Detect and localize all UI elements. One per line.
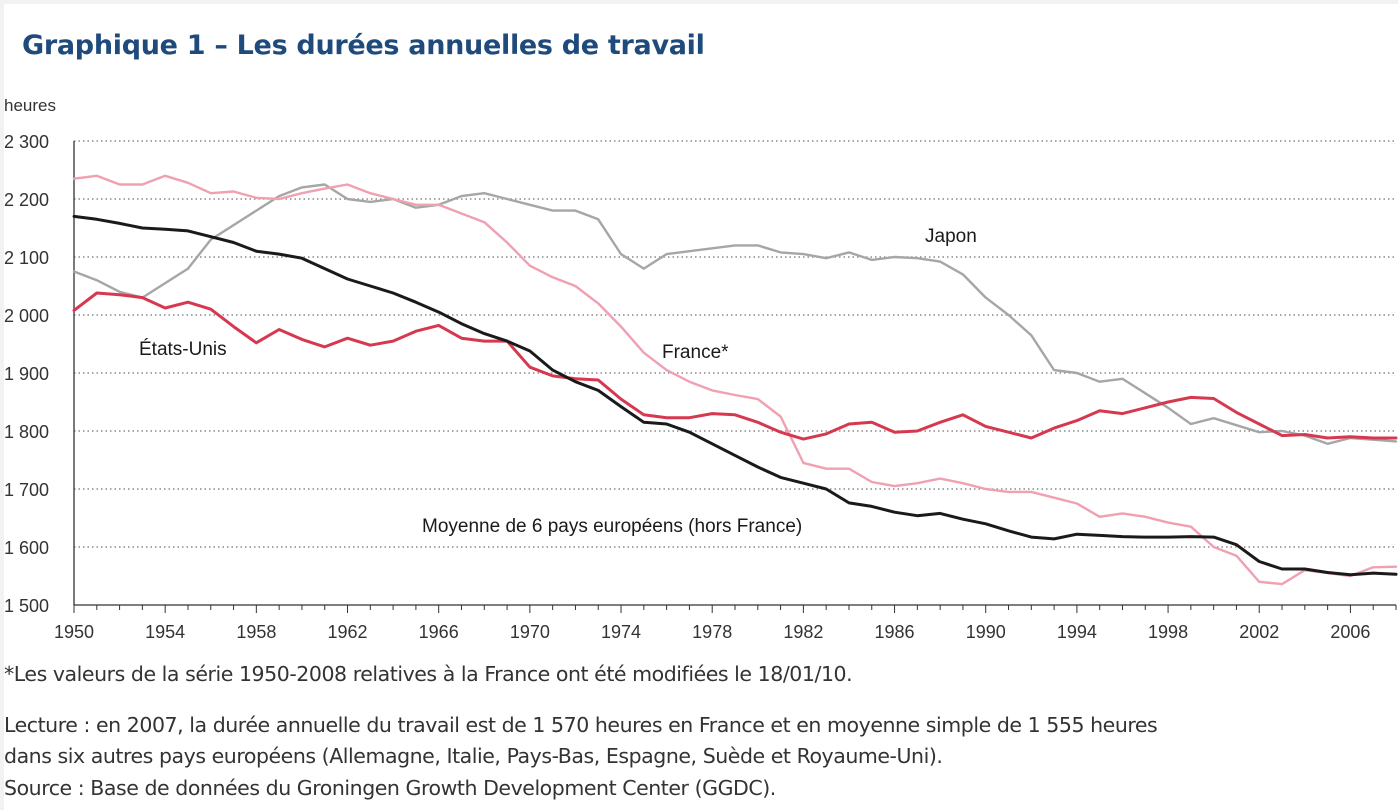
series-lines [72,174,1398,586]
x-tick-label: 1958 [236,622,276,642]
page: Graphique 1 – Les durées annuelles de tr… [4,4,1398,810]
x-tick-label: 1970 [510,622,550,642]
reading-line-1: Lecture : en 2007, la durée annuelle du … [4,713,1158,737]
footnote: *Les valeurs de la série 1950-2008 relat… [4,662,853,686]
series-label: États-Unis [139,339,227,360]
y-axis-label: heures [4,96,56,115]
y-tick-label: 1 700 [4,480,49,500]
line-chart: heures 1 500 1 600 1 700 1 800 1 900 2 000 2 10… [4,96,1398,642]
x-tick-label: 1974 [601,622,641,642]
y-tick-label: 1 600 [4,538,49,558]
y-tick-label: 2 300 [4,132,49,152]
x-tick-label: 1962 [327,622,367,642]
x-tick-label: 2006 [1330,622,1370,642]
x-tick-label: 1990 [966,622,1006,642]
series-label: France* [662,342,729,363]
series-labels: Japon France* États-Unis Moyenne de 6 pays … [139,226,977,537]
page-title: Graphique 1 – Les durées annuelles de tr… [22,30,705,61]
series-line [72,174,1398,586]
x-tick-label: 1982 [783,622,823,642]
x-tick-label: 1966 [419,622,459,642]
series-line [72,214,1398,577]
series-label: Moyenne de 6 pays européens (hors France… [422,516,802,537]
grid-lines [74,140,1396,548]
y-tick-label: 1 900 [4,364,49,384]
reading-note: Lecture : en 2007, la durée annuelle du … [4,710,1158,772]
reading-line-2: dans six autres pays européens (Allemagn… [4,744,943,768]
x-tick-label: 1978 [692,622,732,642]
series-line [72,291,1398,441]
y-tick-label: 2 100 [4,248,49,268]
axes: heures 1 500 1 600 1 700 1 800 1 900 2 000 2 10… [4,96,1397,642]
source-note: Source : Base de données du Groningen Gr… [4,776,776,800]
x-tick-label: 2002 [1239,622,1279,642]
x-tick-label: 1998 [1148,622,1188,642]
y-tick-label: 2 200 [4,190,49,210]
y-tick-label: 1 800 [4,422,49,442]
x-tick-label: 1954 [145,622,185,642]
x-tick-label: 1950 [54,622,94,642]
x-tick-label: 1986 [875,622,915,642]
y-tick-label: 1 500 [4,596,49,616]
y-tick-label: 2 000 [4,306,49,326]
series-line [72,183,1398,445]
x-tick-label: 1994 [1057,622,1097,642]
series-label: Japon [925,226,977,247]
